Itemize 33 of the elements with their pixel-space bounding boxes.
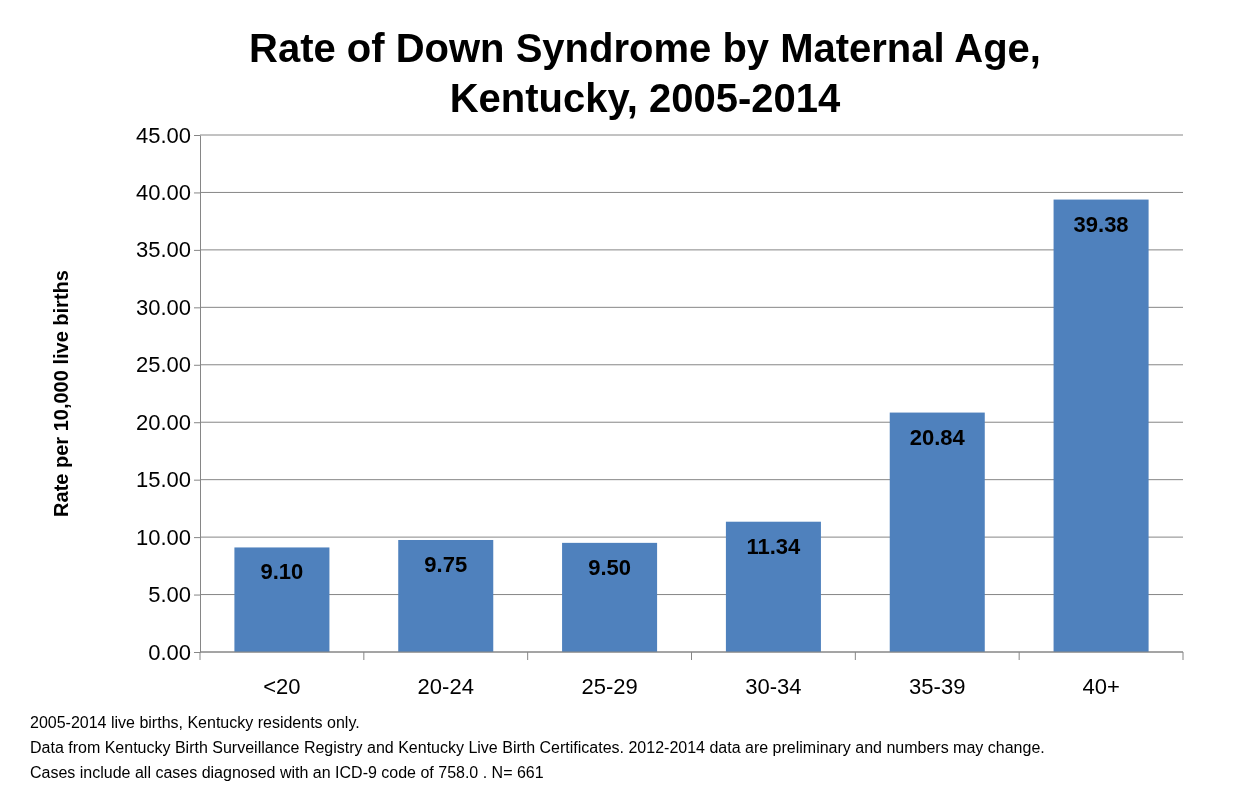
bar [1053,199,1149,652]
y-tick-label: 25.00 [135,352,191,378]
y-tick-label: 20.00 [135,409,191,435]
bar [234,547,330,652]
y-tick-label: 15.00 [135,467,191,493]
data-label: 39.38 [1073,211,1129,237]
y-axis-title: Rate per 10,000 live births [50,270,72,517]
bar [725,521,821,652]
y-tick-label: 40.00 [135,179,191,205]
y-tick-label: 35.00 [135,237,191,263]
bar [889,412,985,652]
bar [562,542,658,652]
x-tick-label: 20-24 [417,674,474,699]
x-tick-label: 35-39 [909,674,966,699]
chart-title: Rate of Down Syndrome by Maternal Age, Kentucky, 2005-2014 [249,26,1041,120]
x-tick-label: 40+ [1082,674,1120,699]
y-tick-label: 45.00 [135,122,191,148]
x-tick-label: 30-34 [745,674,802,699]
y-tick-label: 30.00 [135,294,191,320]
text: 2005-2014 live births, Kentucky residents only. [30,714,360,731]
x-tick-label: <20 [263,674,301,699]
y-tick-label: 0.00 [148,639,191,665]
y-tick-label: 10.00 [135,524,191,550]
data-label: 9.50 [588,554,631,580]
data-label: 11.34 [746,533,802,559]
text: Cases include all cases diagnosed with an ICD-9 code of 758.0 . N= 661 [30,764,544,781]
x-tick-label: 25-29 [581,674,638,699]
data-label: 20.84 [909,424,966,450]
data-label: 9.75 [424,551,468,577]
y-tick-label: 5.00 [148,582,191,608]
text: Data from Kentucky Birth Surveillance Registry and Kentucky Live Birth Certificates. 2012-2014 data are preliminary and numbers may change. [30,739,1045,756]
bar [398,539,494,652]
data-label: 9.10 [260,559,304,585]
